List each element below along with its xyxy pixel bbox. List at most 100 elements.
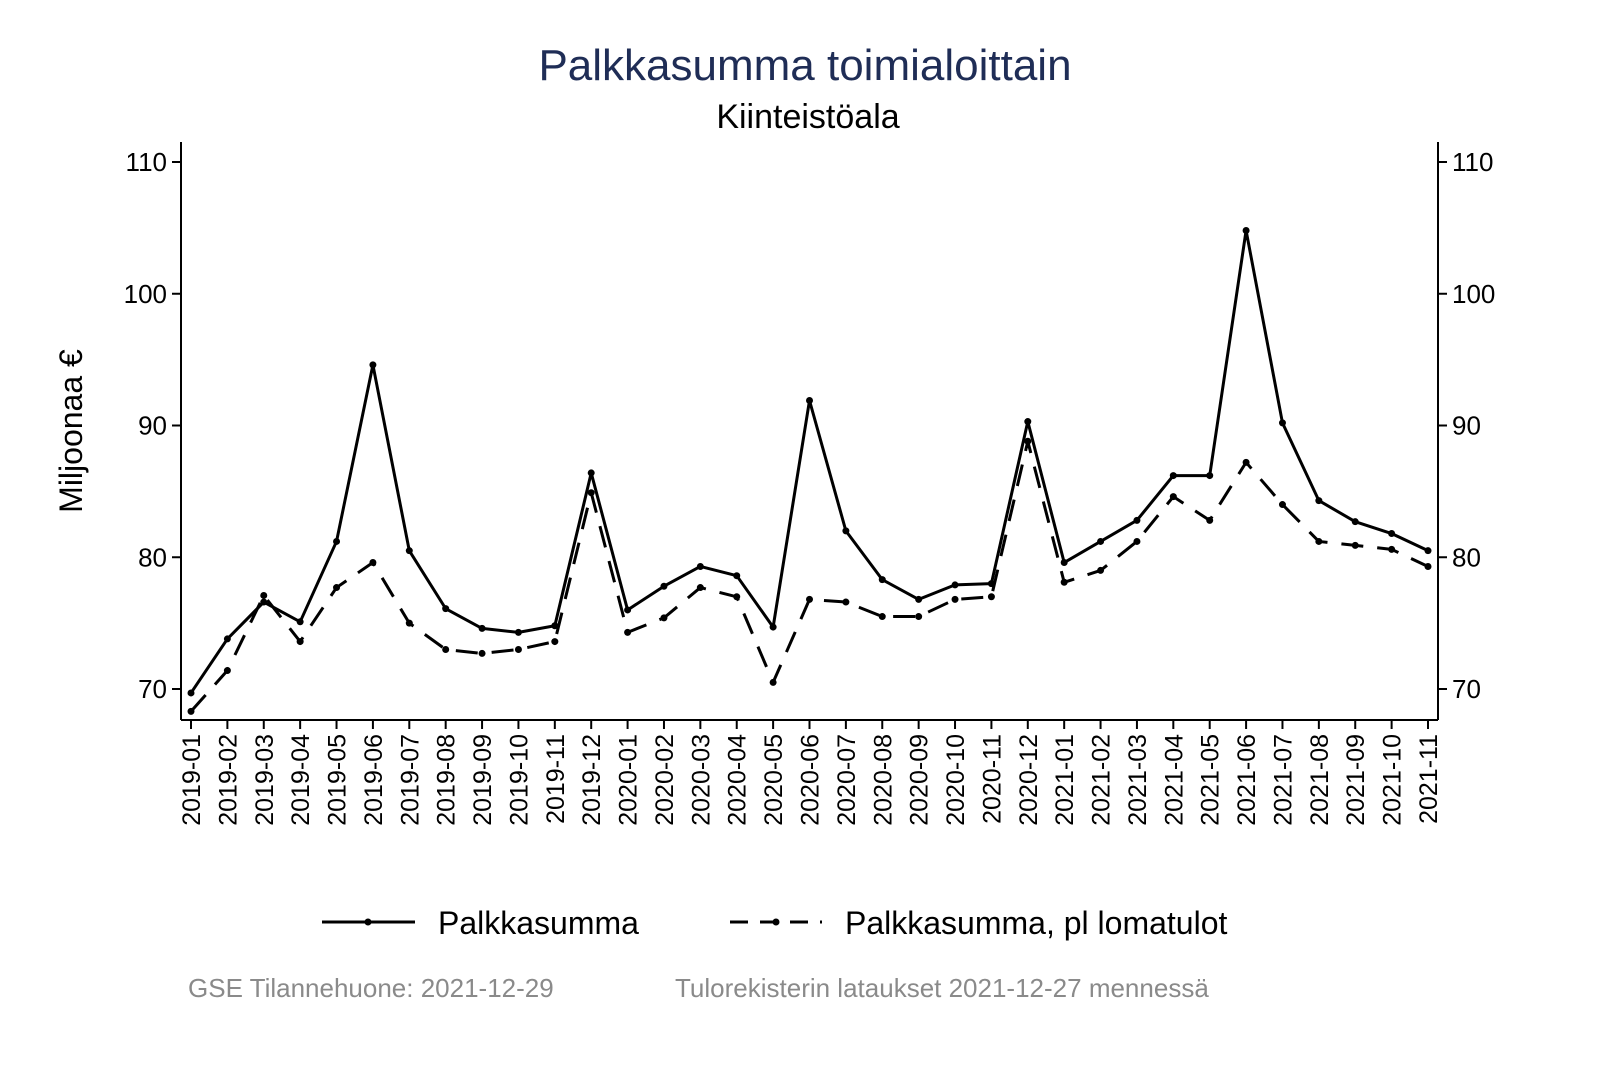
data-point-1 [1060, 578, 1068, 586]
data-point-1 [1169, 493, 1177, 501]
data-point-1 [405, 619, 413, 627]
data-point-1 [769, 678, 777, 686]
x-tick-label: 2021-11 [1415, 734, 1443, 824]
x-tick-label: 2020-09 [906, 734, 934, 826]
x-tick-label: 2019-12 [578, 734, 606, 826]
data-point-1 [551, 638, 559, 646]
data-point-0 [405, 547, 413, 555]
legend: Palkkasumma Palkkasumma, pl lomatulot [322, 905, 1227, 941]
data-point-1 [1133, 537, 1141, 545]
data-point-1 [1388, 545, 1396, 553]
data-point-1 [1315, 537, 1323, 545]
data-point-1 [333, 584, 341, 592]
x-tick-label: 2019-09 [469, 734, 497, 826]
data-point-0 [1242, 227, 1250, 235]
data-point-1 [187, 707, 195, 715]
data-point-0 [369, 361, 377, 369]
x-tick-label: 2021-09 [1342, 734, 1370, 826]
data-point-0 [1424, 547, 1432, 555]
data-point-1 [260, 591, 268, 599]
data-point-0 [1060, 559, 1068, 567]
y-tick-label-left: 70 [138, 674, 167, 704]
x-tick-label: 2021-04 [1160, 734, 1188, 826]
data-point-0 [842, 527, 850, 535]
y-tick-label-right: 90 [1452, 411, 1481, 441]
data-point-0 [296, 618, 304, 626]
data-point-0 [333, 537, 341, 545]
data-point-1 [987, 593, 995, 601]
chart-subtitle: Kiinteistöala [716, 98, 899, 136]
legend-marker-dashed [772, 918, 780, 926]
data-point-0 [915, 595, 923, 603]
data-point-1 [478, 649, 486, 657]
x-tick-label: 2021-07 [1269, 734, 1297, 826]
x-tick-label: 2020-11 [978, 734, 1006, 824]
data-point-1 [806, 595, 813, 603]
x-tick-label: 2019-11 [542, 734, 570, 824]
data-point-1 [1242, 458, 1250, 466]
x-tick-label: 2021-05 [1197, 734, 1225, 826]
data-point-1 [915, 613, 923, 621]
data-point-1 [951, 595, 959, 603]
x-tick-label: 2019-08 [433, 734, 461, 826]
data-point-0 [223, 635, 231, 643]
data-point-0 [442, 605, 450, 613]
data-point-0 [1351, 518, 1359, 526]
data-point-1 [1351, 541, 1359, 549]
x-tick-label: 2019-02 [214, 734, 242, 826]
data-point-0 [587, 469, 595, 477]
x-tick-label: 2021-03 [1124, 734, 1152, 826]
data-point-0 [514, 628, 522, 636]
x-tick-label: 2020-06 [797, 734, 825, 826]
y-tick-label-right: 110 [1452, 147, 1493, 177]
x-tick-label: 2021-06 [1233, 734, 1261, 826]
x-tick-label: 2020-07 [833, 734, 861, 826]
series-line-0 [189, 229, 1429, 694]
data-point-0 [478, 624, 486, 632]
data-point-1 [1278, 501, 1286, 509]
footer-left: GSE Tilannehuone: 2021-12-29 [188, 973, 554, 1003]
x-tick-label: 2020-05 [760, 734, 788, 826]
x-tick-label: 2020-02 [651, 734, 679, 826]
x-tick-label: 2020-04 [724, 734, 752, 826]
x-tick-label: 2020-01 [615, 734, 643, 826]
data-point-1 [1424, 562, 1432, 570]
data-point-0 [769, 623, 777, 631]
y-axis-label: Miljoonaa € [53, 349, 89, 513]
data-point-1 [1097, 566, 1105, 574]
y-tick-label-right: 100 [1452, 279, 1495, 309]
data-point-1 [369, 559, 377, 567]
data-point-0 [733, 572, 741, 580]
chart-title: Palkkasumma toimialoittain [538, 41, 1071, 90]
data-point-0 [1206, 472, 1214, 480]
data-point-1 [296, 638, 304, 646]
footer-right: Tulorekisterin lataukset 2021-12-27 menn… [675, 973, 1209, 1003]
data-point-0 [806, 396, 813, 404]
x-tick-label: 2019-10 [505, 734, 533, 826]
y-tick-label-right: 80 [1452, 542, 1481, 572]
data-point-1 [442, 645, 450, 653]
x-tick-label: 2019-01 [178, 734, 206, 826]
x-tick-label: 2019-03 [251, 734, 279, 826]
data-point-0 [1097, 537, 1105, 545]
data-point-0 [624, 606, 632, 614]
x-tick-label: 2020-03 [687, 734, 715, 826]
x-tick-label: 2019-05 [324, 734, 352, 826]
data-point-0 [187, 689, 195, 697]
data-point-0 [1169, 472, 1177, 480]
legend-marker-solid [364, 918, 372, 926]
x-tick-label: 2021-02 [1088, 734, 1116, 826]
x-tick-label: 2019-07 [396, 734, 424, 826]
x-tick-label: 2019-04 [287, 734, 315, 826]
data-point-0 [1388, 530, 1396, 538]
data-point-0 [660, 582, 668, 590]
x-tick-label: 2021-10 [1379, 734, 1407, 826]
data-point-1 [660, 614, 668, 622]
data-point-1 [1024, 437, 1032, 445]
legend-label-0: Palkkasumma [438, 905, 639, 941]
x-tick-label: 2021-08 [1306, 734, 1334, 826]
data-point-1 [624, 628, 632, 636]
data-point-1 [696, 584, 704, 592]
